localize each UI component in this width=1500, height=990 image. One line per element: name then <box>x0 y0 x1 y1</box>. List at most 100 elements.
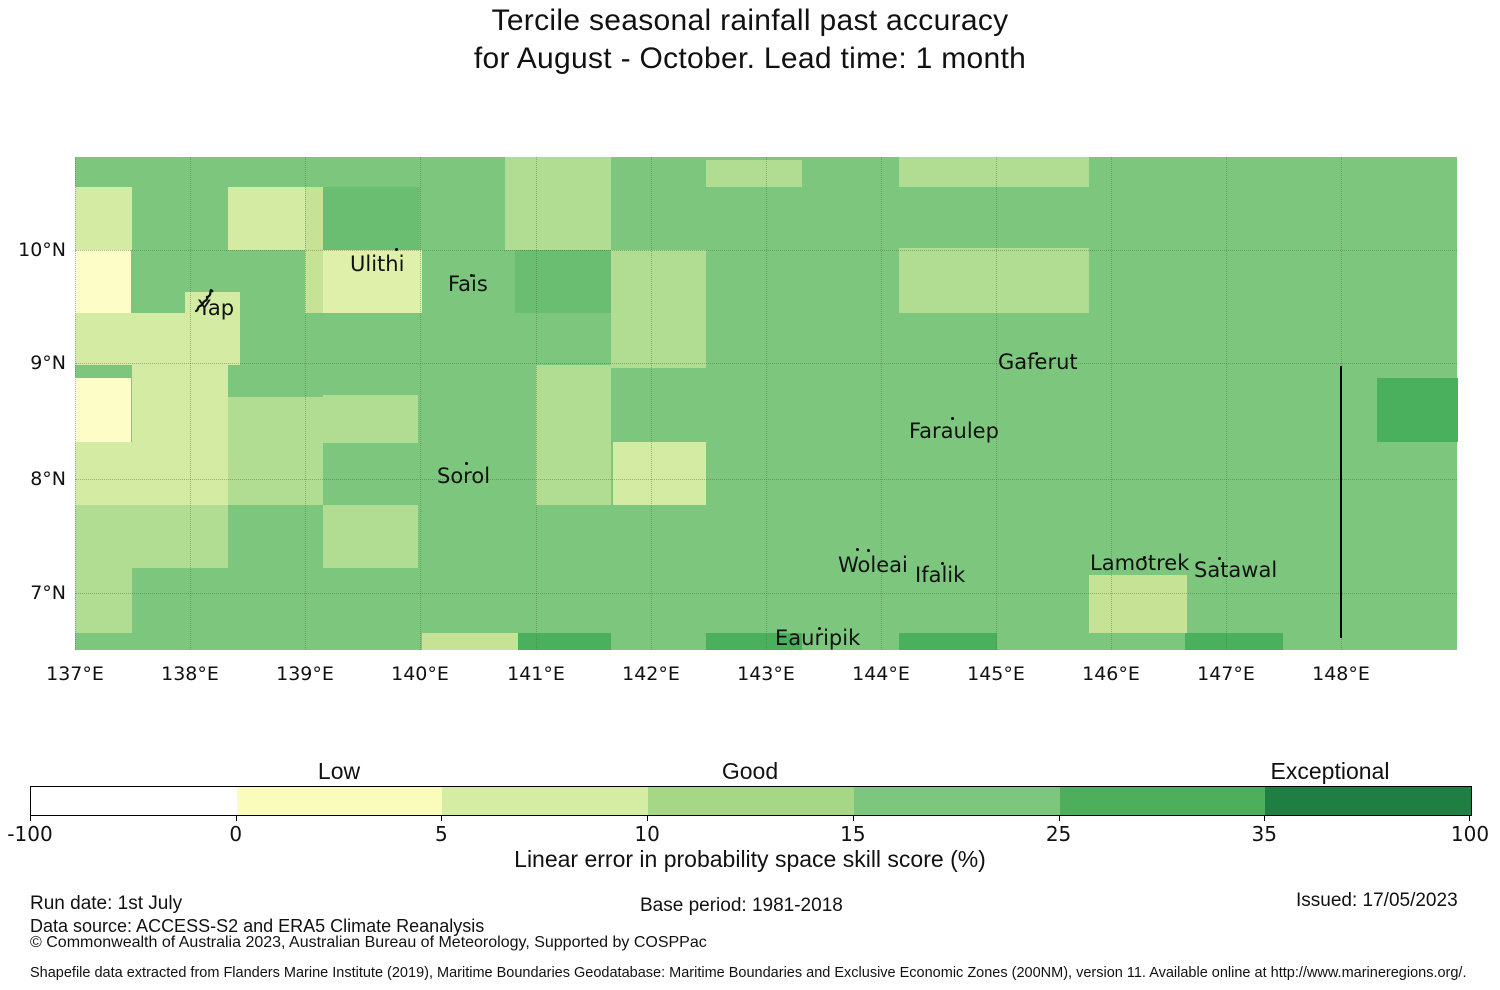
base-period-text: Base period: 1981-2018 <box>640 895 843 916</box>
x-tick-label: 142°E <box>622 663 680 685</box>
island-location-dot <box>818 627 821 630</box>
skill-cell <box>706 633 802 650</box>
island-location-dot <box>951 417 954 420</box>
y-tick-label: 9°N <box>30 352 66 374</box>
colorbar-tick-mark <box>647 816 649 821</box>
colorbar-axis-label: Linear error in probability space skill … <box>514 846 986 872</box>
island-label-sorol: Sorol <box>437 464 491 488</box>
skill-cell <box>228 397 323 505</box>
data-source-text: Data source: ACCESS-S2 and ERA5 Climate … <box>30 916 485 936</box>
x-tick-label: 140°E <box>391 663 449 685</box>
skill-cell <box>323 395 418 443</box>
colorbar-tick-mark <box>441 816 443 821</box>
skill-cell <box>75 505 132 633</box>
skill-colorbar <box>30 786 1472 816</box>
skill-cell <box>323 187 420 250</box>
colorbar-segment <box>648 787 854 815</box>
skill-cell <box>706 160 802 187</box>
chart-title-line1: Tercile seasonal rainfall past accuracy <box>491 4 1009 37</box>
skill-cell <box>1377 378 1458 442</box>
colorbar-tick-label: 0 <box>229 822 243 846</box>
longitude-gridline <box>190 157 191 650</box>
island-location-dot <box>856 548 859 551</box>
skill-cell <box>422 633 518 650</box>
island-location-dot <box>465 462 468 465</box>
skill-cell <box>75 313 185 365</box>
x-tick-label: 148°E <box>1312 663 1370 685</box>
skill-cell <box>515 250 611 313</box>
island-label-lamotrek: Lamotrek <box>1090 551 1190 575</box>
y-tick-label: 10°N <box>18 239 66 261</box>
skill-cell <box>132 365 228 505</box>
island-label-woleai: Woleai <box>838 553 908 577</box>
colorbar-tick-label: 35 <box>1251 822 1278 846</box>
colorbar-tick-mark <box>30 816 31 821</box>
longitude-gridline <box>651 157 652 650</box>
colorbar-tick-label: 10 <box>634 822 660 846</box>
island-location-dot <box>1143 556 1146 559</box>
island-label-satawal: Satawal <box>1194 558 1278 582</box>
skill-cell <box>323 505 418 568</box>
colorbar-tick-label: -100 <box>7 822 53 846</box>
colorbar-tick-label: 15 <box>840 822 866 846</box>
colorbar-tick-label: 100 <box>1450 822 1490 846</box>
skill-cell <box>1185 633 1283 650</box>
skill-cell <box>611 250 706 368</box>
shapefile-note-text: Shapefile data extracted from Flanders M… <box>30 965 1467 981</box>
run-date-text: Run date: 1st July <box>30 893 183 914</box>
x-tick-label: 146°E <box>1082 663 1140 685</box>
colorbar-segment <box>442 787 649 815</box>
colorbar-tick-label: 25 <box>1045 822 1072 846</box>
colorbar-category-low: Low <box>317 758 361 784</box>
skill-cell <box>899 633 997 650</box>
colorbar-tick-label: 5 <box>435 822 448 846</box>
skill-cell <box>228 187 305 250</box>
colorbar-segment <box>853 787 1060 815</box>
x-tick-label: 145°E <box>967 663 1025 685</box>
island-label-yap: Yap <box>198 296 235 320</box>
skill-cell <box>75 378 131 442</box>
skill-cell <box>536 365 611 505</box>
colorbar-segment <box>31 787 237 815</box>
latitude-gridline <box>75 363 1457 364</box>
island-label-fais: Fais <box>448 272 488 296</box>
island-location-dot <box>1218 557 1221 560</box>
x-tick-label: 138°E <box>161 663 219 685</box>
x-tick-label: 141°E <box>507 663 565 685</box>
x-tick-label: 137°E <box>46 663 104 685</box>
y-tick-label: 7°N <box>30 582 66 604</box>
skill-cell <box>305 187 323 313</box>
longitude-gridline <box>305 157 306 650</box>
latitude-gridline <box>75 250 1457 251</box>
colorbar-segment <box>1059 787 1266 815</box>
island-label-ifalik: Ifalik <box>915 563 966 587</box>
skill-cell <box>75 187 132 250</box>
skill-cell <box>899 157 1089 187</box>
island-location-dot <box>941 562 944 565</box>
x-tick-label: 144°E <box>852 663 910 685</box>
longitude-gridline <box>420 157 421 650</box>
island-location-dot <box>395 248 398 251</box>
latitude-gridline <box>75 479 1457 480</box>
skill-cell <box>323 250 422 313</box>
x-tick-label: 143°E <box>737 663 795 685</box>
skill-cell <box>75 250 131 313</box>
longitude-gridline <box>1111 157 1112 650</box>
issued-date-text: Issued: 17/05/2023 <box>1296 890 1458 911</box>
skill-cell <box>1089 575 1187 633</box>
colorbar-segment <box>236 787 443 815</box>
x-tick-label: 139°E <box>276 663 334 685</box>
colorbar-tick-mark <box>852 816 854 821</box>
island-label-faraulep: Faraulep <box>909 419 999 443</box>
rainfall-skill-heatmap: Yap Ulithi Fais Sorol Gaferut Faraulep Woleai I… <box>75 157 1458 650</box>
longitude-gridline <box>996 157 997 650</box>
eez-boundary-line <box>1340 366 1342 638</box>
island-location-dot <box>470 274 473 277</box>
colorbar-category-good: Good <box>721 758 779 784</box>
longitude-gridline <box>766 157 767 650</box>
colorbar-tick-mark <box>1058 816 1060 821</box>
skill-cell <box>518 633 611 650</box>
skill-cell <box>75 442 132 505</box>
longitude-gridline <box>75 157 76 650</box>
